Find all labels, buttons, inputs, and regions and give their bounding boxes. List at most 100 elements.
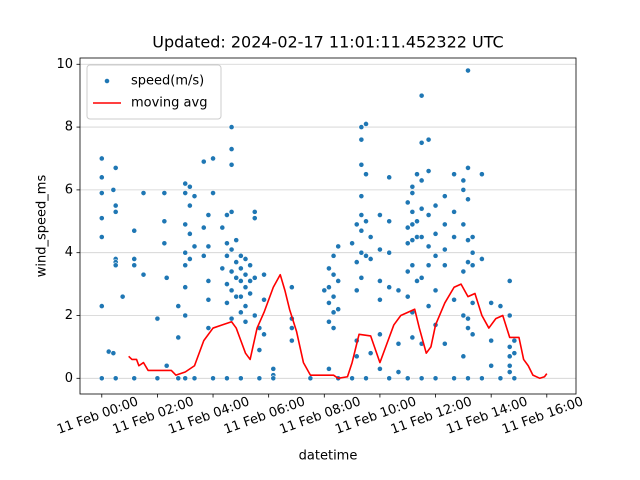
scatter-point [288, 337, 295, 344]
scatter-point [237, 265, 244, 272]
scatter-point [404, 199, 411, 206]
scatter-point [386, 284, 393, 291]
scatter-point [478, 375, 485, 382]
scatter-point [242, 256, 249, 262]
scatter-point [326, 365, 332, 372]
scatter-point [506, 343, 513, 350]
scatter-point [237, 252, 244, 259]
scatter-point [367, 256, 374, 262]
y-tick-label: 10 [56, 57, 73, 72]
scatter-point [242, 271, 249, 278]
scatter-point [358, 193, 365, 200]
scatter-point [191, 193, 198, 200]
scatter-point [330, 252, 337, 259]
scatter-point [182, 262, 189, 269]
scatter-point [377, 246, 383, 253]
scatter-point [161, 240, 168, 247]
scatter-point [233, 274, 240, 281]
scatter-point [210, 375, 216, 382]
scatter-point [441, 340, 448, 347]
scatter-point [182, 249, 189, 256]
scatter-point [131, 262, 138, 269]
scatter-point [175, 303, 182, 309]
scatter-point [358, 124, 365, 130]
scatter-point [358, 212, 365, 218]
scatter-point [228, 208, 235, 215]
scatter-point [511, 375, 518, 382]
scatter-point [219, 224, 226, 231]
scatter-point [186, 256, 193, 262]
scatter-point [154, 375, 161, 382]
scatter-point [205, 212, 212, 218]
scatter-point [330, 325, 337, 331]
scatter-point [506, 312, 513, 319]
scatter-point [497, 375, 504, 382]
scatter-point [140, 190, 147, 196]
scatter-point [210, 155, 216, 162]
scatter-point [353, 259, 360, 266]
scatter-point [163, 274, 170, 281]
scatter-point [228, 287, 235, 294]
scatter-point [228, 268, 235, 275]
scatter-point [404, 240, 411, 247]
y-tick-label: 4 [65, 245, 73, 260]
scatter-point [140, 271, 147, 278]
scatter-point [414, 218, 420, 225]
scatter-point [205, 243, 212, 250]
scatter-point [465, 67, 471, 74]
scatter-point [326, 300, 332, 306]
scatter-point [200, 252, 207, 259]
scatter-point [425, 136, 432, 143]
scatter-point [330, 309, 337, 316]
scatter-point [425, 168, 432, 174]
scatter-point [98, 155, 105, 162]
scatter-point [418, 205, 425, 212]
y-tick-label: 0 [65, 371, 73, 386]
scatter-point [353, 353, 360, 360]
scatter-point [191, 243, 198, 250]
scatter-point [200, 224, 207, 231]
scatter-point [469, 331, 476, 338]
scatter-point [465, 375, 471, 382]
scatter-point [363, 171, 369, 178]
scatter-point [451, 296, 457, 303]
scatter-point [377, 212, 383, 218]
scatter-point [237, 293, 244, 300]
scatter-point [465, 325, 471, 331]
scatter-point [349, 240, 356, 247]
scatter-point [353, 221, 360, 228]
scatter-point [441, 246, 448, 253]
scatter-point [161, 218, 168, 225]
scatter-point [251, 208, 258, 215]
scatter-point [418, 139, 425, 146]
scatter-point [205, 296, 212, 303]
scatter-point [110, 186, 117, 193]
scatter-point [200, 158, 207, 165]
legend-box [86, 64, 222, 120]
scatter-point [131, 227, 138, 234]
scatter-point [395, 287, 402, 294]
scatter-point [363, 252, 369, 259]
scatter-point [261, 271, 267, 278]
scatter-point [358, 161, 365, 168]
scatter-point [488, 362, 495, 369]
y-tick-label: 6 [65, 182, 73, 197]
scatter-point [251, 274, 258, 281]
scatter-point [270, 365, 277, 372]
scatter-point [210, 190, 216, 196]
scatter-point [228, 146, 235, 152]
plot-frame [79, 57, 577, 395]
scatter-point [110, 350, 117, 357]
scatter-point [363, 218, 369, 225]
scatter-point [386, 174, 393, 181]
scatter-series [98, 67, 518, 382]
scatter-point [469, 249, 476, 256]
scatter-point [386, 218, 393, 225]
scatter-point [425, 303, 432, 309]
scatter-point [409, 183, 416, 190]
scatter-point [363, 375, 369, 382]
scatter-point [460, 177, 467, 184]
scatter-point [414, 278, 420, 284]
scatter-point [478, 171, 485, 178]
scatter-point [432, 375, 439, 382]
